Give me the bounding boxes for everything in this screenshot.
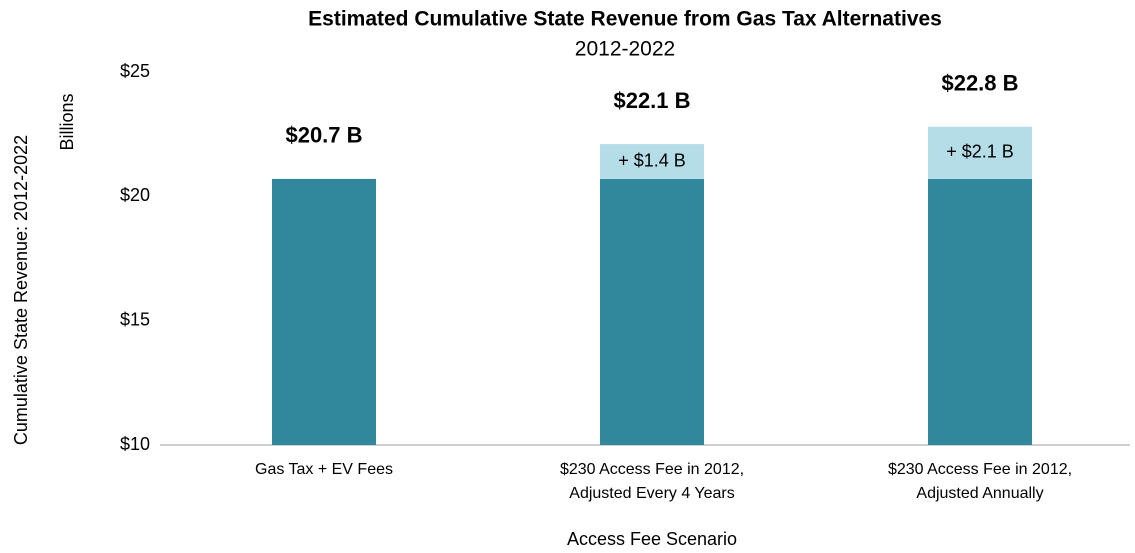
total-label: $20.7 B (285, 123, 362, 148)
total-label: $22.8 B (941, 71, 1018, 96)
x-tick-label: $230 Access Fee in 2012, (888, 461, 1072, 478)
bar-segment (600, 144, 704, 179)
y-tick-label: $20 (120, 185, 150, 205)
x-tick-label: Gas Tax + EV Fees (255, 461, 393, 478)
y-axis-title: Cumulative State Revenue: 2012-2022 (11, 135, 31, 445)
bar-segment (272, 178, 376, 445)
y-tick-label: $15 (120, 309, 150, 329)
x-tick-label: $230 Access Fee in 2012, (560, 461, 744, 478)
bar-segment (600, 178, 704, 445)
x-axis-title: Access Fee Scenario (567, 529, 737, 549)
x-tick-label: Adjusted Annually (916, 485, 1043, 502)
bar-segment (928, 178, 1032, 445)
bar-segment (928, 126, 1032, 179)
total-label: $22.1 B (613, 88, 690, 113)
y-unit-label: Billions (57, 93, 77, 150)
y-tick-label: $10 (120, 434, 150, 454)
y-tick-label: $25 (120, 61, 150, 81)
chart-title: Estimated Cumulative State Revenue from … (308, 8, 942, 31)
x-tick-label: Adjusted Every 4 Years (569, 485, 734, 502)
chart-subtitle: 2012-2022 (575, 38, 675, 61)
segment-label: + $2.1 B (946, 142, 1014, 162)
segment-label: + $1.4 B (618, 150, 686, 170)
